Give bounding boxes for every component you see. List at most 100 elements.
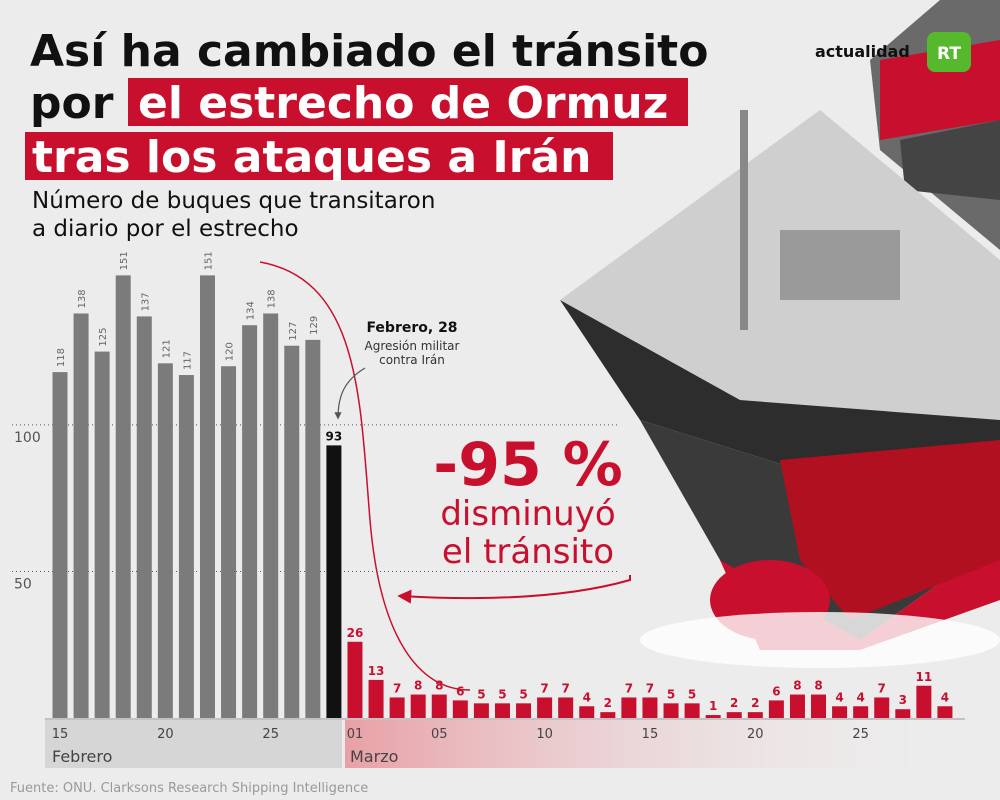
y-tick-label: 100	[14, 430, 41, 446]
value-label: 121	[161, 339, 172, 358]
bar	[768, 700, 784, 718]
bar	[916, 685, 932, 718]
value-label: 7	[562, 681, 570, 695]
annotation-arrow	[334, 367, 366, 420]
bar	[242, 325, 258, 718]
bar	[431, 694, 447, 718]
value-label: 5	[498, 687, 506, 701]
month-label: Marzo	[350, 747, 398, 766]
value-label: 7	[540, 681, 548, 695]
bar	[368, 679, 384, 718]
annotation-text: Agresión militar	[365, 339, 460, 353]
x-tick-label: 15	[642, 727, 659, 742]
value-label: 5	[519, 687, 527, 701]
value-label: 151	[203, 251, 214, 270]
annotation-text: contra Irán	[379, 353, 445, 367]
month-label: Febrero	[52, 747, 112, 766]
bar	[853, 706, 869, 718]
value-label: 11	[916, 670, 933, 684]
bar	[726, 712, 742, 718]
month-band	[345, 720, 965, 768]
value-label: 7	[625, 681, 633, 695]
month-band	[45, 720, 342, 768]
value-label: 5	[667, 687, 675, 701]
bar	[832, 706, 848, 718]
annotation-title: Febrero, 28	[366, 320, 457, 336]
bar	[347, 641, 363, 718]
bar	[94, 351, 110, 718]
value-label: 127	[288, 322, 299, 341]
bar	[621, 697, 637, 718]
subtitle: Número de buques que transitaron	[32, 188, 435, 214]
value-label: 7	[646, 681, 654, 695]
value-label: 8	[414, 679, 422, 693]
bar	[305, 339, 321, 718]
value-label: 13	[368, 664, 385, 678]
callout-text: el tránsito	[442, 532, 614, 572]
value-label: 2	[604, 696, 612, 710]
bar	[199, 275, 215, 718]
bar	[558, 697, 574, 718]
value-label: 8	[814, 679, 822, 693]
value-label: 138	[267, 289, 278, 308]
x-tick-label: 05	[431, 727, 448, 742]
y-tick-label: 50	[14, 576, 32, 592]
value-label: 8	[793, 679, 801, 693]
bar	[73, 313, 89, 718]
logo-text: actualidad	[815, 42, 910, 61]
bar	[389, 697, 405, 718]
bar	[410, 694, 426, 718]
bar	[494, 703, 510, 718]
bar	[789, 694, 805, 718]
value-label: 138	[77, 289, 88, 308]
title: Así ha cambiado el tránsito	[30, 26, 708, 77]
value-label: 6	[456, 684, 464, 698]
logo-badge	[927, 32, 971, 72]
value-label: 151	[119, 251, 130, 270]
value-label: 4	[941, 690, 949, 704]
value-label: 5	[477, 687, 485, 701]
value-label: 117	[182, 351, 193, 370]
bar	[452, 700, 468, 718]
bar	[642, 697, 658, 718]
value-label: 2	[730, 696, 738, 710]
bar	[157, 363, 173, 718]
title-highlight	[25, 132, 613, 180]
bar	[284, 345, 300, 718]
value-label: 129	[309, 316, 320, 335]
bar	[52, 372, 68, 718]
bar	[136, 316, 152, 718]
bar	[663, 703, 679, 718]
value-label: 3	[899, 693, 907, 707]
x-tick-label: 25	[852, 727, 869, 742]
value-label: 4	[856, 690, 864, 704]
title: tras los ataques a Irán	[32, 132, 591, 183]
bar	[895, 709, 911, 718]
bar	[537, 697, 553, 718]
value-label: 134	[246, 301, 257, 320]
value-label: 7	[878, 681, 886, 695]
callout-big: -95 %	[433, 430, 622, 500]
x-tick-label: 15	[52, 727, 69, 742]
value-label: 26	[347, 626, 364, 640]
value-label: 93	[326, 429, 343, 443]
bar	[516, 703, 532, 718]
value-label: 4	[835, 690, 843, 704]
value-label: 125	[98, 328, 109, 347]
value-label: 2	[751, 696, 759, 710]
title: el estrecho de Ormuz	[138, 78, 668, 129]
decline-curve	[259, 261, 471, 691]
value-label: 118	[56, 348, 67, 367]
title-highlight	[128, 78, 688, 126]
bar	[263, 313, 279, 718]
value-label: 137	[140, 292, 151, 311]
bar	[684, 703, 700, 718]
bar	[579, 706, 595, 718]
source: Fuente: ONU. Clarksons Research Shipping…	[10, 781, 368, 796]
value-label: 8	[435, 679, 443, 693]
x-tick-label: 20	[747, 727, 764, 742]
callout-arrow	[397, 575, 631, 604]
logo-badge-text: RT	[937, 44, 961, 64]
bar	[874, 697, 890, 718]
